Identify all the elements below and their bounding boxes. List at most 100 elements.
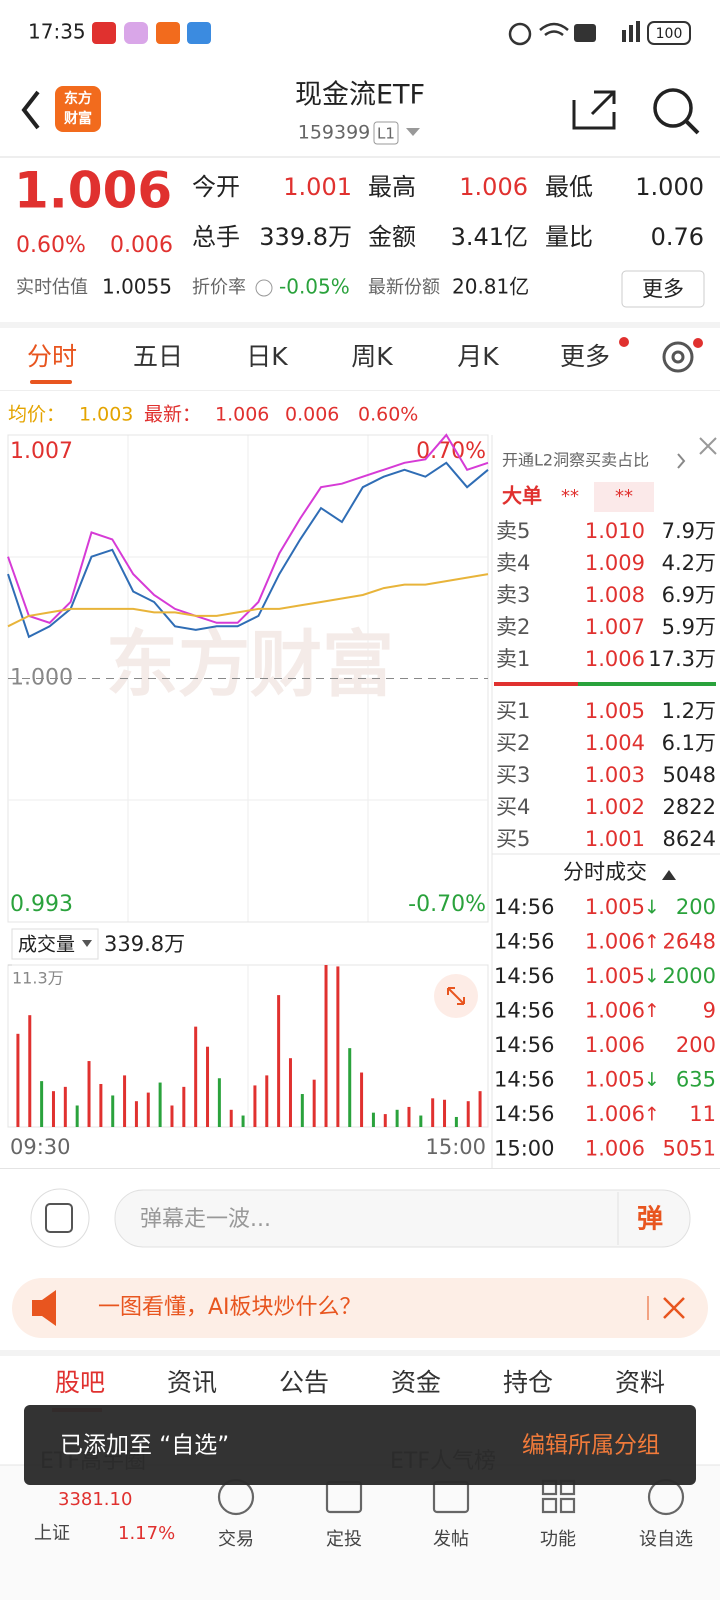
trade-volume: 5051 (663, 1137, 716, 1161)
masked: ** (615, 486, 633, 507)
field-value: 1.000 (635, 173, 704, 201)
tab[interactable]: 更多 (560, 342, 610, 371)
promo: 开通L2洞察买卖占比 (502, 451, 649, 470)
field-value: 339.8万 (259, 223, 352, 251)
expand-icon (447, 987, 465, 1005)
estimate: 1.0055 (102, 275, 172, 299)
ask-bid-bar (578, 682, 716, 686)
trade-price: 1.006 (585, 930, 645, 954)
nav-item[interactable]: 定投 (326, 1529, 362, 1550)
megaphone-icon (32, 1290, 56, 1326)
change: 0.006 (110, 233, 173, 258)
danmaku-settings[interactable] (30, 1188, 90, 1248)
book-volume: 8624 (663, 827, 716, 851)
close-promo[interactable] (699, 437, 717, 455)
settings-icon (671, 350, 685, 364)
more-button[interactable] (621, 270, 705, 308)
trade-price: 1.006 (585, 999, 645, 1023)
content-tab[interactable]: 持仓 (503, 1368, 553, 1397)
banner-bg[interactable] (12, 1278, 708, 1338)
tab[interactable]: 分时 (27, 342, 77, 371)
volume-bar (158, 1082, 162, 1127)
content-tab[interactable]: 股吧 (55, 1368, 105, 1397)
divider (0, 156, 720, 158)
content-tab[interactable]: 资料 (615, 1368, 665, 1397)
volume-bar (443, 1099, 447, 1127)
divider (0, 390, 720, 391)
y-tick-label: 1.007 (10, 439, 73, 464)
trade-volume: 200 (676, 895, 716, 919)
nav-icon (559, 1497, 576, 1514)
danmaku-icon (45, 1203, 73, 1233)
volume-bar (111, 1095, 115, 1127)
nav-item[interactable]: 功能 (540, 1529, 576, 1550)
volume-bar (324, 965, 328, 1127)
book-price: 1.003 (585, 763, 645, 787)
volume-bar (75, 1105, 79, 1127)
x-label: 09:30 (10, 1135, 71, 1159)
trade-price: 1.005 (585, 895, 645, 919)
toast-action[interactable]: 编辑所属分组 (522, 1433, 660, 1459)
book-volume: 6.9万 (662, 583, 716, 607)
change-pct: 0.60% (16, 233, 86, 258)
book-price: 1.004 (585, 731, 645, 755)
volume-bar (206, 1046, 210, 1127)
index-value: 3381.10 (58, 1489, 132, 1510)
search-button[interactable] (653, 88, 693, 128)
volume-selector[interactable] (11, 928, 99, 960)
back-button[interactable] (21, 90, 40, 130)
content-tab[interactable]: 资讯 (167, 1368, 217, 1397)
banner-close[interactable] (663, 1297, 685, 1319)
book-volume: 17.3万 (648, 647, 716, 671)
price-line (7, 573, 489, 628)
volume-bar (466, 1101, 470, 1127)
volume-bar (371, 1112, 375, 1127)
logo (55, 86, 101, 132)
trade-time: 14:56 (494, 964, 555, 988)
book-label: 买2 (496, 731, 530, 755)
price-line (7, 433, 489, 624)
signal-icon (636, 21, 640, 42)
book-volume: 7.9万 (662, 519, 716, 543)
x-label: 15:00 (425, 1135, 486, 1159)
volume-bar (123, 1075, 127, 1127)
book-price: 1.002 (585, 795, 645, 819)
volume-bar (348, 1048, 352, 1127)
nav-item[interactable]: 设自选 (639, 1529, 693, 1550)
book-volume: 5048 (663, 763, 716, 787)
volume-bar (419, 1115, 423, 1127)
search-handle (684, 119, 700, 135)
badge (693, 338, 703, 348)
content-tab[interactable]: 公告 (279, 1368, 329, 1397)
book-label: 卖4 (496, 551, 530, 575)
trades-title: 分时成交 (563, 860, 647, 884)
nav-item[interactable]: 发帖 (433, 1529, 469, 1550)
volume-bar (241, 1115, 245, 1127)
tab[interactable]: 月K (457, 342, 499, 371)
tab[interactable]: 五日 (133, 342, 183, 371)
masked-box (594, 482, 654, 512)
book-label: 买3 (496, 763, 530, 787)
field-value: 0.76 (651, 223, 704, 251)
estimate-label: 实时估值 (16, 277, 88, 298)
level: L1 (377, 125, 395, 143)
app-icon (92, 22, 116, 44)
book-volume: 1.2万 (662, 699, 716, 723)
volume-bar (395, 1109, 399, 1127)
nav-item[interactable]: 交易 (218, 1529, 254, 1550)
book-volume: 2822 (663, 795, 716, 819)
trade-time: 15:00 (494, 1137, 555, 1161)
trade-price: 1.006 (585, 1102, 645, 1126)
share-button[interactable] (572, 90, 616, 130)
trade-time: 14:56 (494, 930, 555, 954)
content-tab[interactable]: 资金 (391, 1368, 441, 1397)
danmaku-input[interactable] (114, 1189, 691, 1248)
settings-button[interactable] (662, 341, 694, 373)
last-label: 最新： (144, 404, 201, 426)
tab[interactable]: 日K (246, 342, 288, 371)
field-label: 今开 (192, 173, 240, 201)
tab[interactable]: 周K (351, 342, 393, 371)
price: 1.006 (14, 162, 172, 220)
field-value: 1.006 (459, 173, 528, 201)
discount-label: 折价率 (192, 277, 246, 298)
